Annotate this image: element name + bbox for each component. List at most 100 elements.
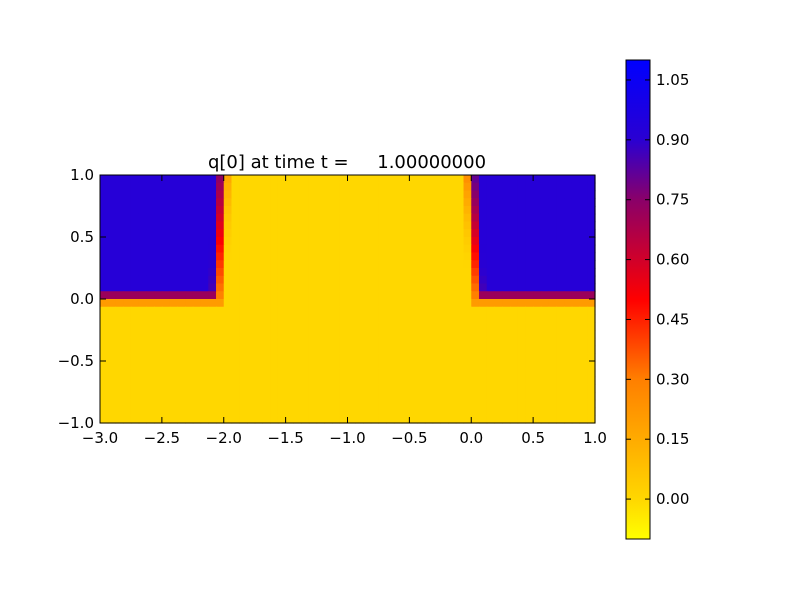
heatmap-cell [208,399,217,409]
heatmap-cell [285,213,294,223]
heatmap-cell [355,206,364,215]
heatmap-cell [324,384,333,393]
heatmap-cell [154,368,163,378]
heatmap-cell [463,299,472,308]
heatmap-cell [223,244,233,254]
heatmap-cell [100,260,109,269]
heatmap-cell [185,314,194,323]
heatmap-cell [362,275,372,285]
heatmap-cell [463,182,472,192]
heatmap-cell [409,221,418,230]
heatmap-cell [277,190,287,199]
heatmap-cell [579,407,588,416]
heatmap-cell [517,376,526,385]
heatmap-cell [285,206,294,215]
heatmap-cell [154,190,163,199]
heatmap-cell [409,306,418,316]
heatmap-cell [571,353,581,362]
heatmap-cell [347,221,356,230]
heatmap-cell [246,322,256,331]
heatmap-cell [177,368,186,378]
y-tick-label: 0.0 [70,290,94,308]
heatmap-cell [115,384,124,393]
heatmap-cell [517,384,526,393]
heatmap-cell [494,291,503,300]
heatmap-cell [130,260,140,269]
heatmap-cell [115,337,124,347]
heatmap-cell [100,361,109,370]
heatmap-cell [115,415,124,424]
heatmap-cell [455,198,465,207]
heatmap-cell [471,407,480,416]
heatmap-cell [440,407,449,416]
heatmap-cell [177,353,186,362]
heatmap-cell [169,244,178,254]
heatmap-cell [154,399,163,409]
heatmap-cell [556,283,565,292]
heatmap-cell [417,407,426,416]
heatmap-cell [525,213,534,223]
heatmap-cell [262,407,271,416]
heatmap-cell [254,175,264,184]
heatmap-cell [192,299,202,308]
heatmap-cell [316,291,325,300]
heatmap-cell [192,275,202,285]
heatmap-cell [246,206,256,215]
heatmap-cell [440,368,449,378]
heatmap-cell [100,175,109,184]
heatmap-cell [548,260,557,269]
heatmap-cell [432,229,441,238]
heatmap-cell [362,330,372,339]
heatmap-cell [370,244,380,254]
heatmap-cell [308,415,318,424]
heatmap-cell [455,384,465,393]
heatmap-cell [509,306,519,316]
heatmap-cell [208,322,217,331]
heatmap-cell [308,330,318,339]
heatmap-cell [293,353,302,362]
heatmap-cell [347,399,356,409]
heatmap-cell [223,415,233,424]
heatmap-cell [200,384,209,393]
heatmap-cell [200,376,209,385]
heatmap-cell [424,229,434,238]
heatmap-cell [417,275,426,285]
heatmap-cell [161,392,171,401]
heatmap-cell [301,206,310,215]
heatmap-cell [424,260,434,269]
heatmap-cell [161,283,171,292]
heatmap-cell [208,244,217,254]
heatmap-cell [169,322,178,331]
heatmap-cell [185,190,194,199]
heatmap-cell [293,198,302,207]
heatmap-cell [254,190,264,199]
heatmap-cell [494,415,503,424]
heatmap-cell [393,330,403,339]
heatmap-cell [254,291,264,300]
heatmap-cell [262,384,271,393]
heatmap-cell [548,268,557,277]
colorbar-tick-label: 1.05 [656,71,689,89]
heatmap-cell [355,182,364,192]
heatmap-cell [239,376,248,385]
heatmap-cell [417,221,426,230]
heatmap-cell [231,275,240,285]
heatmap-cell [370,175,380,184]
heatmap-cell [332,368,341,378]
heatmap-cell [548,337,557,347]
heatmap-cell [270,368,279,378]
heatmap-cell [301,283,310,292]
heatmap-cell [525,283,534,292]
heatmap-cell [347,407,356,416]
heatmap-cell [192,260,202,269]
heatmap-cell [432,244,441,254]
heatmap-cell [409,376,418,385]
heatmap-cell [556,330,565,339]
heatmap-cell [471,237,480,246]
heatmap-cell [146,221,155,230]
heatmap-cell [370,268,380,277]
heatmap-cell [169,252,178,261]
heatmap-cell [370,337,380,347]
heatmap-cell [347,337,356,347]
heatmap-cell [417,392,426,401]
